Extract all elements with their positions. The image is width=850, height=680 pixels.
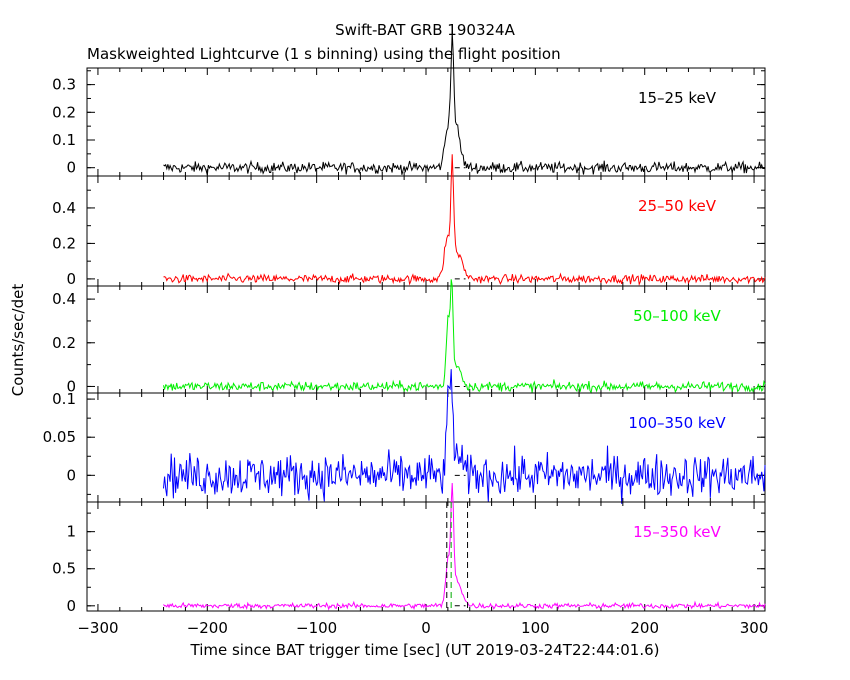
- x-tick-label: 300: [740, 619, 769, 637]
- x-tick-label: −200: [187, 619, 228, 637]
- x-tick-label: 200: [630, 619, 659, 637]
- panel-4-y-tick-label: 0.5: [52, 560, 76, 578]
- x-axis-label: Time since BAT trigger time [sec] (UT 20…: [190, 641, 660, 659]
- panel-3-y-tick-label: 0.1: [52, 390, 76, 408]
- panel-4-series-label: 15–350 keV: [633, 523, 721, 541]
- panel-2-series-label: 50–100 keV: [633, 307, 721, 325]
- y-axis-label: Counts/sec/det: [9, 284, 27, 397]
- panel-1-series-label: 25–50 keV: [638, 197, 717, 215]
- panel-3-series-label: 100–350 keV: [628, 414, 726, 432]
- panel-0-y-tick-label: 0.3: [52, 76, 76, 94]
- chart-title: Swift-BAT GRB 190324A: [335, 21, 515, 39]
- panel-0-frame: [86, 67, 766, 177]
- x-tick-label: −300: [77, 619, 118, 637]
- panel-1-y-tick-label: 0.2: [52, 234, 76, 252]
- panel-3-y-tick-label: 0: [66, 466, 76, 484]
- panel-4-series-line: [163, 482, 766, 611]
- panel-2-frame: [86, 285, 766, 394]
- x-tick-label: 100: [521, 619, 550, 637]
- panel-0-y-tick-label: 0: [66, 159, 76, 177]
- panel-0-series-line: [163, 31, 766, 176]
- panel-2-series-line: [163, 279, 766, 394]
- panel-4-frame: [86, 501, 766, 612]
- panel-4-y-tick-label: 1: [66, 523, 76, 541]
- panel-4-y-tick-label: 0: [66, 597, 76, 615]
- panel-0-series-label: 15–25 keV: [638, 89, 717, 107]
- panel-2-y-tick-label: 0.2: [52, 334, 76, 352]
- panel-1-frame: [86, 175, 766, 287]
- x-tick-label: 0: [421, 619, 431, 637]
- chart-subtitle: Maskweighted Lightcurve (1 s binning) us…: [87, 45, 561, 63]
- panel-1-y-tick-label: 0.4: [52, 199, 76, 217]
- panel-1-y-tick-label: 0: [66, 270, 76, 288]
- panel-3-series-line: [163, 369, 766, 504]
- x-tick-label: −100: [296, 619, 337, 637]
- panel-2-y-tick-label: 0: [66, 377, 76, 395]
- panel-3-y-tick-label: 0.05: [43, 428, 76, 446]
- panel-1-series-line: [163, 154, 766, 287]
- panel-0-y-tick-label: 0.1: [52, 131, 76, 149]
- panel-0-y-tick-label: 0.2: [52, 103, 76, 121]
- panel-2-y-tick-label: 0.4: [52, 290, 76, 308]
